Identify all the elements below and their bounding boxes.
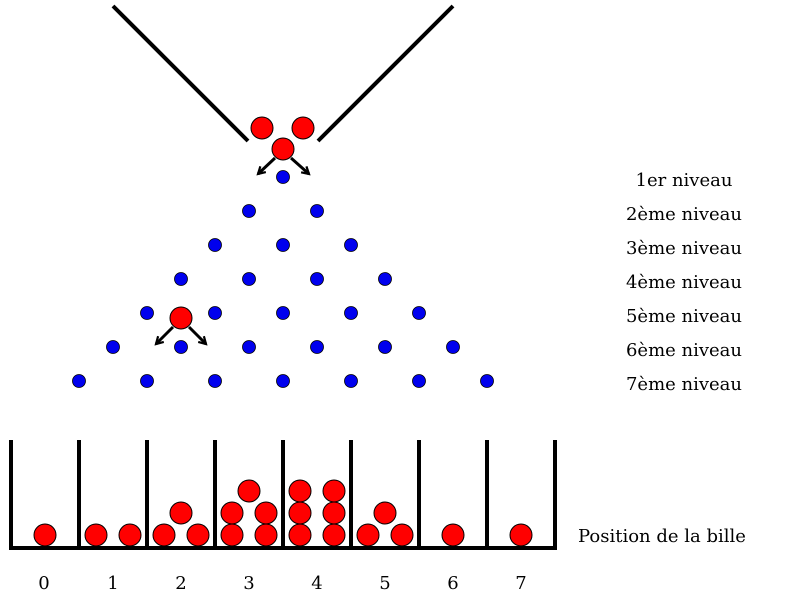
peg — [208, 374, 222, 388]
collected-ball — [288, 523, 312, 547]
arrows — [156, 156, 309, 344]
peg — [412, 306, 426, 320]
bin-label-2: 2 — [175, 573, 186, 594]
peg — [174, 340, 188, 354]
collected-ball — [169, 501, 193, 525]
collected-ball — [118, 523, 142, 547]
level-label-2: 2ème niveau — [626, 204, 742, 225]
bin-label-7: 7 — [515, 573, 526, 594]
peg — [378, 340, 392, 354]
peg — [344, 374, 358, 388]
level-label-1: 1er niveau — [636, 170, 733, 191]
funnel-ball — [291, 116, 315, 140]
peg — [208, 238, 222, 252]
bin-label-3: 3 — [243, 573, 254, 594]
arrow-right-top — [290, 156, 309, 174]
level-label-7: 7ème niveau — [626, 374, 742, 395]
falling-ball — [169, 306, 193, 330]
peg — [276, 170, 290, 184]
funnel-left-wall — [111, 4, 250, 143]
peg — [140, 374, 154, 388]
peg — [242, 272, 256, 286]
peg — [276, 238, 290, 252]
peg — [378, 272, 392, 286]
collected-ball — [254, 501, 278, 525]
bin-label-6: 6 — [447, 573, 458, 594]
collected-ball — [84, 523, 108, 547]
peg — [72, 374, 86, 388]
funnel-right-wall — [316, 4, 455, 143]
level-label-5: 5ème niveau — [626, 306, 742, 327]
bins — [9, 440, 557, 550]
peg — [344, 238, 358, 252]
collected-ball — [322, 479, 346, 503]
peg — [276, 374, 290, 388]
collected-ball — [33, 523, 57, 547]
funnel-balls — [250, 116, 315, 161]
level-label-3: 3ème niveau — [626, 238, 742, 259]
collected-ball — [322, 501, 346, 525]
bin-balls — [33, 479, 533, 547]
collected-ball — [441, 523, 465, 547]
peg — [480, 374, 494, 388]
arrow-right-mid — [187, 325, 206, 344]
collected-ball — [288, 501, 312, 525]
funnel-ball — [250, 116, 274, 140]
collected-ball — [390, 523, 414, 547]
collected-ball — [220, 501, 244, 525]
peg — [140, 306, 154, 320]
peg — [174, 272, 188, 286]
peg — [446, 340, 460, 354]
collected-ball — [220, 523, 244, 547]
peg — [242, 340, 256, 354]
peg — [106, 340, 120, 354]
collected-ball — [254, 523, 278, 547]
funnel — [111, 4, 455, 143]
peg — [344, 306, 358, 320]
collected-ball — [356, 523, 380, 547]
bin-label-1: 1 — [107, 573, 118, 594]
collected-ball — [373, 501, 397, 525]
collected-ball — [186, 523, 210, 547]
bin-label-4: 4 — [311, 573, 322, 594]
level-label-6: 6ème niveau — [626, 340, 742, 361]
peg — [242, 204, 256, 218]
funnel-ball — [271, 137, 295, 161]
peg — [276, 306, 290, 320]
pegs — [72, 170, 494, 388]
level-label-4: 4ème niveau — [626, 272, 742, 293]
bin-label-5: 5 — [379, 573, 390, 594]
arrow-left-mid — [156, 325, 175, 344]
bin-labels: 0 1 2 3 4 5 6 7 — [38, 573, 526, 594]
level-labels: 1er niveau 2ème niveau 3ème niveau 4ème … — [626, 170, 742, 395]
peg — [310, 340, 324, 354]
peg — [310, 272, 324, 286]
collected-ball — [152, 523, 176, 547]
collected-ball — [288, 479, 312, 503]
collected-ball — [237, 479, 261, 503]
peg — [412, 374, 426, 388]
peg — [310, 204, 324, 218]
collected-ball — [322, 523, 346, 547]
peg — [208, 306, 222, 320]
arrow-left-top — [258, 156, 277, 174]
bin-label-0: 0 — [38, 573, 49, 594]
collected-ball — [509, 523, 533, 547]
position-label: Position de la bille — [578, 526, 746, 547]
